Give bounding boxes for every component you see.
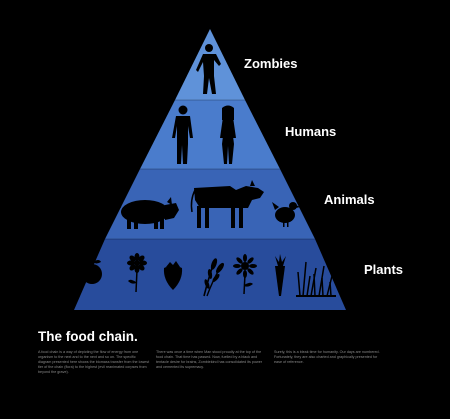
footer-title: The food chain. [38,329,138,344]
man-icon [172,105,193,164]
cow-icon [190,180,264,228]
woman-icon [220,105,236,164]
footer-column-1: A food chain is a way of depicting the f… [38,350,150,375]
wheat-icon [203,258,225,297]
tier-label-animals: Animals [324,192,375,207]
footer-column-3: Surely, this is a bleak time for humanit… [274,350,380,365]
tier-label-zombies: Zombies [244,56,298,71]
chicken-icon [272,202,300,227]
zombie-icon [196,44,221,94]
tier-label-plants: Plants [364,262,404,277]
sunflower-icon [233,254,257,295]
strawberry-icon [163,261,183,290]
carrot-icon [275,254,286,296]
tier-label-humans: Humans [285,124,337,139]
grass-icon [296,261,336,297]
footer-column-2: There was once a time when Man stood pro… [156,350,262,370]
pig-icon [116,197,179,229]
tier-humans-band [140,100,280,169]
flower-icon [127,253,147,293]
apple-icon [82,257,102,284]
